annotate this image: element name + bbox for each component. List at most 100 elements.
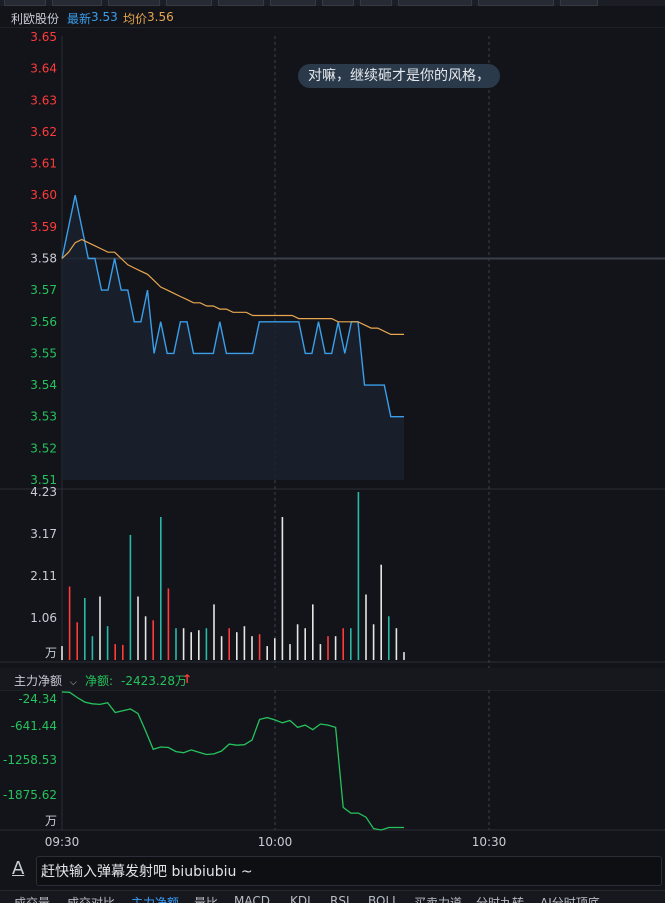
volume-bar-18[interactable] bbox=[198, 630, 200, 660]
avg-price-line[interactable] bbox=[61, 238, 404, 335]
price-tick-8: 3.57 bbox=[30, 283, 57, 297]
volume-bar-5[interactable] bbox=[99, 596, 101, 661]
volume-bar-36[interactable] bbox=[334, 636, 337, 660]
volume-tick-1: 3.17 bbox=[30, 527, 57, 541]
volume-unit: 万 bbox=[45, 646, 57, 660]
time-tick-1: 10:00 bbox=[258, 835, 293, 849]
price-line[interactable] bbox=[61, 195, 404, 418]
indicator-selector-label: 主力净额 bbox=[14, 674, 63, 688]
volume-bar-12[interactable] bbox=[152, 620, 154, 660]
volume-bar-10[interactable] bbox=[137, 596, 139, 661]
volume-bar-34[interactable] bbox=[319, 644, 322, 660]
volume-bar-1[interactable] bbox=[68, 586, 71, 661]
price-tick-11: 3.54 bbox=[30, 378, 57, 392]
volume-bar-20[interactable] bbox=[213, 604, 215, 660]
volume-bar-35[interactable] bbox=[327, 636, 329, 660]
price-tick-13: 3.52 bbox=[30, 441, 57, 455]
volume-bar-38[interactable] bbox=[350, 628, 352, 660]
net-value: -2423.28万 bbox=[121, 674, 187, 688]
price-tick-2: 3.63 bbox=[30, 93, 57, 107]
price-tick-4: 3.61 bbox=[30, 157, 57, 171]
tab-1[interactable]: 成交对比 bbox=[67, 896, 116, 903]
net-label: 净额: bbox=[85, 674, 114, 688]
volume-bar-31[interactable] bbox=[296, 624, 299, 660]
volume-bar-8[interactable] bbox=[122, 644, 124, 660]
volume-bar-24[interactable] bbox=[243, 626, 246, 660]
volume-bar-43[interactable] bbox=[388, 616, 390, 660]
price-tick-1: 3.64 bbox=[30, 62, 57, 76]
volume-bar-13[interactable] bbox=[160, 517, 162, 660]
volume-bar-17[interactable] bbox=[190, 632, 192, 660]
volume-bar-44[interactable] bbox=[395, 628, 398, 660]
volume-bar-15[interactable] bbox=[175, 628, 177, 660]
price-tick-5: 3.60 bbox=[30, 188, 57, 202]
volume-bar-45[interactable] bbox=[403, 652, 405, 660]
tab-2[interactable]: 主力净额 bbox=[131, 896, 180, 903]
volume-bar-6[interactable] bbox=[106, 626, 109, 660]
volume-bar-39[interactable] bbox=[357, 492, 360, 660]
volume-bar-27[interactable] bbox=[266, 646, 268, 660]
price-tick-14: 3.51 bbox=[30, 473, 57, 487]
price-tick-12: 3.53 bbox=[30, 410, 57, 424]
danmu-input-bar: A 赶快输入弹幕发射吧 biubiubiu ~ bbox=[0, 853, 665, 889]
flow-tick-1: -641.44 bbox=[11, 719, 57, 733]
price-tick-9: 3.56 bbox=[30, 315, 57, 329]
volume-bar-9[interactable] bbox=[129, 534, 132, 660]
volume-bar-7[interactable] bbox=[114, 644, 116, 660]
danmu-bubble: 对嘛，继续砸才是你的风格， bbox=[298, 64, 500, 88]
avg-value: 3.56 bbox=[147, 10, 174, 24]
tab-7[interactable]: BOLL bbox=[368, 894, 399, 903]
price-tick-6: 3.59 bbox=[30, 220, 57, 234]
volume-tick-2: 2.11 bbox=[30, 569, 57, 583]
volume-bar-19[interactable] bbox=[205, 628, 208, 660]
flow-tick-0: -24.34 bbox=[18, 692, 57, 706]
volume-bar-30[interactable] bbox=[289, 644, 291, 660]
danmu-input[interactable]: 赶快输入弹幕发射吧 biubiubiu ~ bbox=[36, 856, 662, 886]
tab-10[interactable]: AI分时顶底 bbox=[540, 896, 600, 903]
volume-bar-42[interactable] bbox=[380, 564, 382, 660]
volume-bar-11[interactable] bbox=[144, 616, 147, 660]
stock-name[interactable]: 利欧股份 bbox=[11, 12, 60, 26]
chevron-down-icon: ⌵ bbox=[69, 678, 77, 688]
tab-4[interactable]: MACD bbox=[234, 894, 270, 903]
volume-bar-23[interactable] bbox=[236, 632, 238, 660]
tab-9[interactable]: 分时九转 bbox=[476, 896, 525, 903]
volume-bar-28[interactable] bbox=[274, 638, 276, 660]
tab-6[interactable]: RSI bbox=[330, 894, 350, 903]
volume-bar-41[interactable] bbox=[372, 624, 375, 660]
volume-tick-0: 4.23 bbox=[30, 485, 57, 499]
volume-bar-3[interactable] bbox=[84, 598, 86, 660]
volume-bar-32[interactable] bbox=[304, 628, 306, 660]
frame-top bbox=[0, 27, 665, 28]
avg-label: 均价 bbox=[123, 12, 148, 26]
quote-header: 利欧股份 最新 3.53 均价 3.56 bbox=[0, 7, 665, 27]
volume-bar-29[interactable] bbox=[281, 517, 284, 660]
top-toolbar-strip bbox=[0, 0, 665, 6]
indicator-selector[interactable]: 主力净额 ⌵ bbox=[14, 672, 77, 689]
volume-bar-22[interactable] bbox=[228, 628, 230, 660]
tab-5[interactable]: KDJ bbox=[290, 894, 311, 903]
volume-bar-0[interactable] bbox=[61, 646, 63, 660]
volume-bar-14[interactable] bbox=[167, 588, 170, 661]
price-tick-0: 3.65 bbox=[30, 30, 57, 44]
volume-bar-21[interactable] bbox=[220, 636, 223, 660]
time-tick-0: 09:30 bbox=[45, 835, 80, 849]
volume-bar-4[interactable] bbox=[91, 636, 94, 660]
volume-bar-40[interactable] bbox=[365, 594, 367, 661]
volume-bar-26[interactable] bbox=[258, 634, 261, 660]
volume-tick-3: 1.06 bbox=[30, 611, 57, 625]
volume-bar-16[interactable] bbox=[182, 628, 185, 660]
volume-bar-2[interactable] bbox=[76, 622, 78, 660]
volume-bar-33[interactable] bbox=[312, 604, 314, 660]
tab-8[interactable]: 买卖力道 bbox=[414, 896, 463, 903]
text-style-icon[interactable]: A bbox=[12, 858, 25, 879]
flow-line[interactable] bbox=[61, 691, 404, 831]
tab-0[interactable]: 成交量 bbox=[14, 896, 51, 903]
volume-bar-37[interactable] bbox=[342, 628, 344, 660]
latest-value: 3.53 bbox=[91, 10, 118, 24]
volume-bar-25[interactable] bbox=[251, 636, 253, 660]
price-tick-7: 3.58 bbox=[30, 252, 57, 266]
tab-3[interactable]: 量比 bbox=[194, 896, 219, 903]
indicator-tabs: 成交量 成交对比 主力净额 量比 MACD KDJ RSI BOLL 买卖力道 分时九转 AI分时顶… bbox=[0, 890, 665, 903]
